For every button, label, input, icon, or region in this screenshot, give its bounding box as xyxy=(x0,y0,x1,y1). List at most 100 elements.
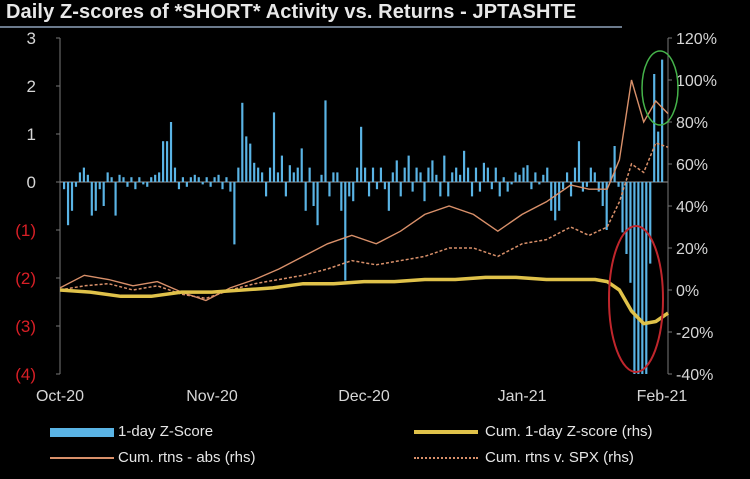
legend-swatch-cum-spx xyxy=(414,457,478,459)
z-score-bar xyxy=(300,148,303,182)
z-score-bar xyxy=(106,172,109,182)
z-score-bar xyxy=(173,167,177,182)
z-score-bar xyxy=(522,167,525,182)
z-score-bar xyxy=(585,182,588,187)
z-score-bar xyxy=(78,172,82,182)
z-score-bar xyxy=(565,172,569,182)
z-score-bar xyxy=(332,172,335,182)
z-score-bar xyxy=(356,167,359,182)
z-score-bar xyxy=(633,182,636,374)
z-score-bar xyxy=(538,182,541,185)
z-score-bar xyxy=(657,131,660,182)
z-score-bar xyxy=(581,182,585,192)
z-score-bar xyxy=(110,177,113,182)
legend-label-cum-spx: Cum. rtns v. SPX (rhs) xyxy=(485,449,634,466)
z-score-bar xyxy=(169,122,173,182)
z-score-bar xyxy=(554,182,557,221)
z-score-bar xyxy=(494,167,497,182)
axes: 3 2 1 0 (1) (2) (3) (4) 120% 100% 80% 60% 40% 20% 0% -2… xyxy=(15,29,717,405)
left-tick-label: 1 xyxy=(27,125,36,144)
legend-label-cum-abs: Cum. rtns - abs (rhs) xyxy=(118,449,256,466)
z-score-bar xyxy=(617,182,620,187)
z-score-bar xyxy=(324,100,327,182)
z-score-bar xyxy=(316,182,319,226)
z-score-bar xyxy=(364,167,367,182)
z-score-bar xyxy=(498,182,501,197)
z-score-bar xyxy=(395,160,398,182)
z-score-bar xyxy=(451,172,454,182)
z-score-bar xyxy=(518,174,521,182)
z-score-bar xyxy=(185,182,188,187)
z-score-bar xyxy=(102,182,105,206)
z-score-bar xyxy=(158,172,161,182)
z-score-bar xyxy=(225,177,228,182)
right-tick-label: 20% xyxy=(676,241,708,258)
z-score-bar xyxy=(142,182,145,185)
z-score-bar xyxy=(138,177,141,182)
legend-swatch-cum-abs xyxy=(50,457,114,459)
z-score-bar xyxy=(415,167,418,182)
z-score-bar xyxy=(181,177,184,182)
z-score-bar xyxy=(70,182,74,211)
z-score-bar xyxy=(597,182,600,192)
z-score-bar xyxy=(411,182,414,192)
z-score-bar xyxy=(82,167,85,182)
cum-rtns-abs-line xyxy=(59,79,669,302)
z-score-bar xyxy=(233,182,236,245)
z-score-bar xyxy=(312,182,315,206)
z-score-bar xyxy=(162,141,165,182)
z-score-bar xyxy=(237,167,240,182)
z-score-bar xyxy=(344,182,347,281)
z-score-bar xyxy=(546,167,549,182)
z-score-bar xyxy=(629,182,632,283)
legend-label-cum-z: Cum. 1-day Z-score (rhs) xyxy=(485,423,653,440)
x-tick-label: Feb-21 xyxy=(637,388,688,405)
z-score-bar xyxy=(328,182,331,197)
z-score-bar xyxy=(427,167,430,182)
z-score-bar xyxy=(375,182,379,190)
z-score-bar xyxy=(154,174,157,182)
left-tick-label: 3 xyxy=(27,29,36,48)
z-score-bar xyxy=(245,136,248,182)
right-tick-label: 0% xyxy=(676,283,699,300)
z-score-bar xyxy=(478,182,482,192)
z-score-bar xyxy=(217,174,220,182)
z-score-bar xyxy=(641,182,644,374)
z-score-bar xyxy=(470,182,474,197)
z-score-bar xyxy=(264,182,268,197)
z-score-bar xyxy=(542,174,545,182)
z-score-bar xyxy=(601,182,604,206)
z-score-bar xyxy=(122,177,125,182)
z-score-bar xyxy=(371,167,375,182)
z-score-bar xyxy=(257,167,260,182)
z-score-bar xyxy=(502,177,505,182)
z-score-bar xyxy=(459,174,462,182)
z-score-bar xyxy=(514,172,517,182)
z-score-bar xyxy=(268,167,272,182)
z-score-bar xyxy=(261,172,264,182)
legend-swatch-bars xyxy=(50,428,114,437)
z-score-bar xyxy=(550,182,553,211)
z-score-bar xyxy=(340,182,343,211)
z-score-bar xyxy=(209,182,212,187)
left-tick-label: (3) xyxy=(15,317,36,336)
z-score-bar xyxy=(625,182,628,254)
z-score-bar xyxy=(336,172,339,182)
z-score-bar xyxy=(348,182,351,197)
z-score-bar xyxy=(573,167,577,182)
z-score-bar xyxy=(621,182,624,233)
z-score-bar xyxy=(241,102,244,182)
title-underline xyxy=(0,26,622,28)
z-score-bar xyxy=(126,182,129,187)
z-score-bar xyxy=(562,182,565,190)
z-score-bar xyxy=(74,182,78,187)
z-score-bar xyxy=(272,112,276,182)
right-tick-label: 80% xyxy=(676,115,708,132)
z-score-bar xyxy=(637,182,640,374)
z-score-bar xyxy=(645,182,648,374)
left-tick-label: 0 xyxy=(27,173,36,192)
right-tick-label: 100% xyxy=(676,73,717,90)
z-score-bar xyxy=(609,167,612,182)
z-score-bar xyxy=(463,150,466,182)
z-score-bar xyxy=(229,182,232,192)
